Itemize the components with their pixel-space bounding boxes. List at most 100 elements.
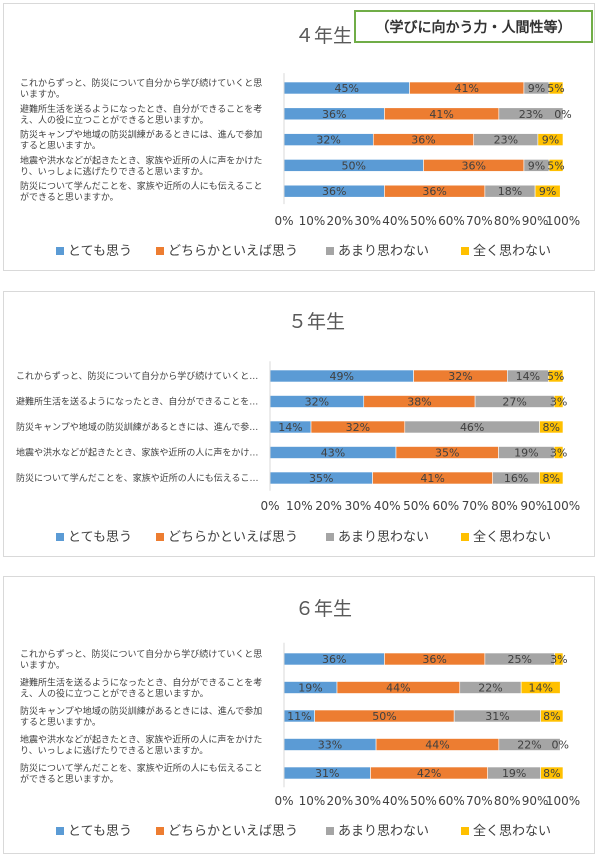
category-label: 防災について学んだことを、家族や近所の人にも伝えることができると思いますか。 xyxy=(20,762,262,785)
category-label: 地震や洪水などが起きたとき、家族や近所の人に声をかけ… xyxy=(16,447,258,459)
category-label: これからずっと、防災について自分から学び続けていくと… xyxy=(16,370,258,382)
bar-segment xyxy=(540,766,564,780)
legend-label: とても思う xyxy=(68,530,132,545)
data-label: 36% xyxy=(322,653,346,666)
legend-label: どちらかといえば思う xyxy=(168,244,298,259)
data-label: 44% xyxy=(425,739,449,752)
category-label: 地震や洪水などが起きたとき、家族や近所の人に声をかけたり、いっしょに逃げたりでき… xyxy=(20,154,262,177)
data-label: 43% xyxy=(321,447,345,460)
data-label: 50% xyxy=(372,710,396,723)
data-label: 8% xyxy=(543,767,560,780)
legend-swatch xyxy=(326,247,334,255)
chart-panel-grade6: ６年生 これからずっと、防災について自分から学び続けていくと思いますか。 36% 36… xyxy=(3,576,595,854)
x-tick-label: 50% xyxy=(410,794,437,808)
x-tick-label: 0% xyxy=(274,794,293,808)
legend-label: どちらかといえば思う xyxy=(168,824,298,839)
bar-segment xyxy=(540,709,564,723)
x-tick-label: 10% xyxy=(299,794,326,808)
data-label: 0% xyxy=(554,108,571,121)
data-label: 32% xyxy=(316,134,340,147)
data-label: 50% xyxy=(342,159,366,172)
category-label: これからずっと、防災について自分から学び続けていくと思いますか。 xyxy=(20,648,262,671)
bar-segment xyxy=(548,159,564,172)
x-tick-label: 40% xyxy=(382,214,409,228)
legend-label: あまり思わない xyxy=(338,824,429,839)
data-label: 22% xyxy=(478,682,502,695)
x-tick-label: 10% xyxy=(299,214,326,228)
data-label: 36% xyxy=(322,108,346,121)
category-label: 防災について学んだことを、家族や近所の人にも伝えることができると思いますか。 xyxy=(20,180,262,203)
category-label: 防災キャンプや地域の防災訓練があるときには、進んで参… xyxy=(16,421,258,433)
data-label: 23% xyxy=(494,134,518,147)
legend-label: どちらかといえば思う xyxy=(168,530,298,545)
data-label: 19% xyxy=(502,767,526,780)
category-label: 避難所生活を送るようになったとき、自分ができることを… xyxy=(16,396,258,408)
x-tick-label: 60% xyxy=(438,794,465,808)
chart-panel-grade5: ５年生 これからずっと、防災について自分から学び続けていくと… 49% 32% 14% 5… xyxy=(3,291,595,557)
data-label: 45% xyxy=(335,82,359,95)
data-label: 14% xyxy=(278,421,302,434)
x-tick-label: 20% xyxy=(326,794,353,808)
legend-swatch xyxy=(56,247,64,255)
category-label: 防災キャンプや地域の防災訓練があるときには、進んで参加すると思いますか。 xyxy=(20,129,262,152)
data-label: 36% xyxy=(322,185,346,198)
data-label: 8% xyxy=(543,710,560,723)
data-label: 3% xyxy=(550,396,567,409)
data-label: 19% xyxy=(514,447,538,460)
legend-swatch xyxy=(156,247,164,255)
chart-title: ５年生 xyxy=(288,311,345,333)
data-label: 14% xyxy=(516,370,540,383)
bar-segment xyxy=(534,184,561,198)
data-label: 32% xyxy=(346,421,370,434)
data-label: 9% xyxy=(539,185,556,198)
legend-swatch xyxy=(461,827,469,835)
x-tick-label: 20% xyxy=(326,214,353,228)
bar-segment xyxy=(553,395,564,408)
data-label: 27% xyxy=(502,396,526,409)
data-label: 19% xyxy=(298,682,322,695)
data-label: 9% xyxy=(542,134,559,147)
legend-label: 全く思わない xyxy=(473,243,551,259)
legend-label: 全く思わない xyxy=(473,823,551,839)
data-label: 8% xyxy=(543,421,560,434)
bar-segment xyxy=(498,738,561,751)
data-label: 16% xyxy=(504,472,528,485)
data-label: 33% xyxy=(318,739,342,752)
chart-panel-grade4: ４年生 これからずっと、防災について自分から学び続けていくと思いますか。 45% 41… xyxy=(3,3,595,271)
data-label: 3% xyxy=(550,447,567,460)
x-tick-label: 90% xyxy=(520,499,547,513)
data-label: 25% xyxy=(508,653,532,666)
data-label: 22% xyxy=(517,739,541,752)
data-label: 49% xyxy=(330,370,354,383)
x-tick-label: 100% xyxy=(546,794,580,808)
x-tick-label: 30% xyxy=(354,214,381,228)
data-label: 0% xyxy=(551,739,568,752)
data-label: 3% xyxy=(550,653,567,666)
category-label: 避難所生活を送るようになったとき、自分ができることを考え、人の役に立つことができ… xyxy=(20,103,262,126)
bar-segment xyxy=(554,652,564,666)
data-label: 32% xyxy=(305,396,329,409)
bar-segment xyxy=(548,81,564,95)
data-label: 44% xyxy=(386,682,410,695)
category-label: 避難所生活を送るようになったとき、自分ができることを考え、人の役に立つことができ… xyxy=(20,677,262,700)
category-label: これからずっと、防災について自分から学び続けていくと思いますか。 xyxy=(20,77,262,100)
data-label: 18% xyxy=(498,185,522,198)
data-label: 9% xyxy=(528,159,545,172)
data-label: 5% xyxy=(547,82,564,95)
category-label: 防災キャンプや地域の防災訓練があるときには、進んで参加すると思いますか。 xyxy=(20,705,262,728)
x-tick-label: 50% xyxy=(403,499,430,513)
bar-segment xyxy=(548,369,564,383)
chart-title: ６年生 xyxy=(295,598,352,620)
legend-label: 全く思わない xyxy=(473,529,551,545)
data-label: 14% xyxy=(528,682,552,695)
data-label: 35% xyxy=(309,472,333,485)
chart-title: ４年生 xyxy=(295,25,352,47)
x-tick-label: 30% xyxy=(354,794,381,808)
legend-swatch xyxy=(326,533,334,541)
legend-label: とても思う xyxy=(68,244,132,259)
legend-swatch xyxy=(156,533,164,541)
data-label: 5% xyxy=(547,159,564,172)
